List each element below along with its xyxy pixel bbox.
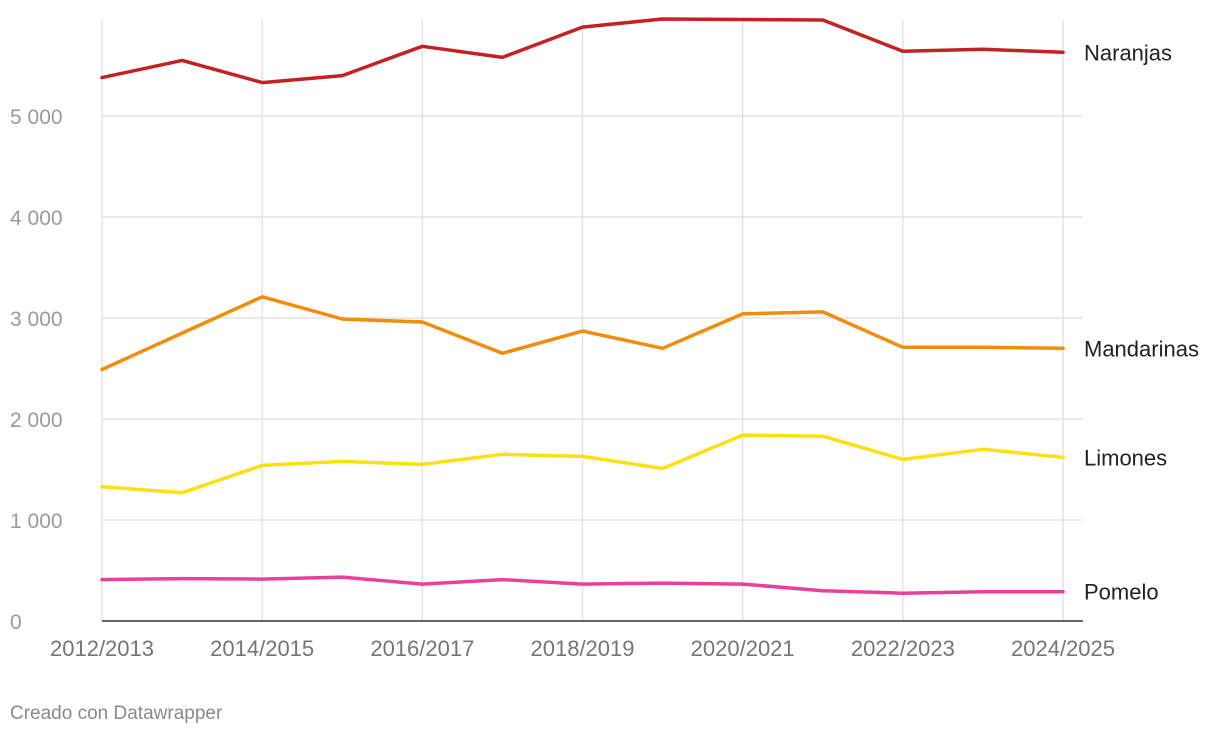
series-lines [100, 17, 1065, 595]
y-tick-label-2000: 2 000 [10, 409, 63, 432]
series-line-pomelo [100, 575, 1065, 595]
series-label-limones: Limones [1084, 445, 1167, 470]
series-line-mandarinas [100, 295, 1065, 372]
horizontal-gridlines [102, 115, 1083, 521]
series-label-naranjas: Naranjas [1084, 40, 1172, 65]
y-tick-label-4000: 4 000 [10, 207, 63, 230]
series-labels: Naranjas Mandarinas Limones Pomelo [1084, 40, 1199, 604]
y-tick-label-0: 0 [10, 611, 22, 634]
x-axis: 2012/2013 2014/2015 2016/2017 2018/2019 2020… [50, 620, 1115, 661]
x-tick-label-2016-2017: 2016/2017 [370, 636, 474, 661]
x-tick-label-2012-2013: 2012/2013 [50, 636, 154, 661]
y-tick-label-1000: 1 000 [10, 510, 63, 533]
series-label-pomelo: Pomelo [1084, 580, 1159, 605]
y-tick-label-3000: 3 000 [10, 308, 63, 331]
credit-text: Creado con Datawrapper [10, 703, 223, 724]
x-tick-label-2022-2023: 2022/2023 [851, 636, 955, 661]
x-tick-label-2024-2025: 2024/2025 [1011, 636, 1115, 661]
y-axis: 0 1 000 2 000 3 000 4 000 5 000 [10, 106, 63, 634]
y-tick-label-5000: 5 000 [10, 106, 63, 129]
x-tick-label-2020-2021: 2020/2021 [691, 636, 795, 661]
series-line-naranjas [100, 17, 1065, 85]
series-label-mandarinas: Mandarinas [1084, 336, 1199, 361]
x-tick-label-2018-2019: 2018/2019 [531, 636, 635, 661]
x-tick-label-2014-2015: 2014/2015 [210, 636, 314, 661]
vertical-gridlines [101, 20, 1064, 621]
series-line-limones [100, 433, 1065, 495]
